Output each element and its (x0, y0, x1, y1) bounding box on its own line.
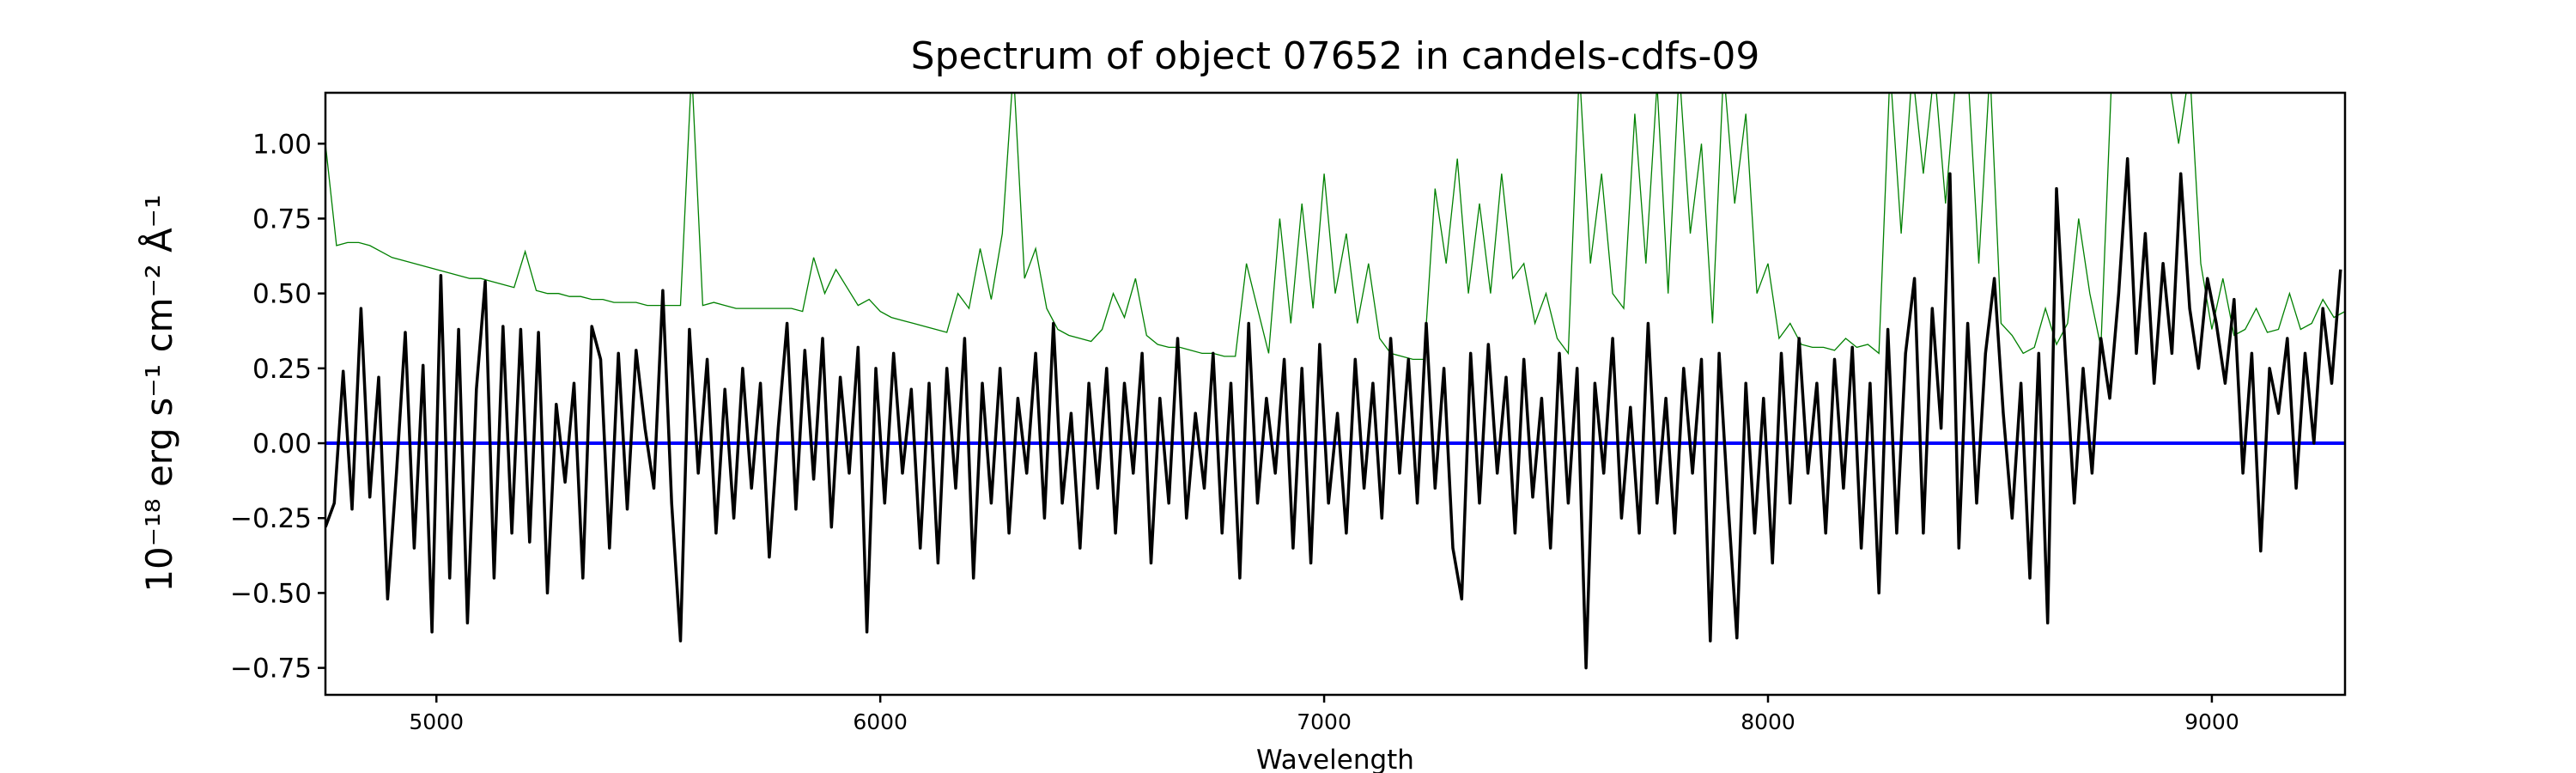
flux-spectrum-line (325, 156, 2342, 670)
x-tick-label: 7000 (1297, 709, 1352, 734)
plot-area (325, 93, 2345, 670)
x-tick-label: 6000 (853, 709, 908, 734)
y-tick-label: −0.25 (230, 503, 312, 534)
chart-title: Spectrum of object 07652 in candels-cdfs… (911, 34, 1760, 78)
axes-frame (324, 91, 2347, 697)
y-tick-label: 1.00 (252, 129, 312, 160)
x-axis: 5000 6000 7000 8000 9000 (409, 695, 2239, 734)
y-tick-label: 0.00 (252, 429, 312, 460)
x-tick-label: 5000 (409, 709, 464, 734)
x-tick-label: 9000 (2184, 709, 2239, 734)
y-axis-label: 10⁻¹⁸ erg s⁻¹ cm⁻² Å⁻¹ (137, 194, 180, 592)
y-tick-label: −0.50 (230, 578, 312, 609)
y-tick-label: −0.75 (230, 654, 312, 685)
y-tick-label: 0.75 (252, 204, 312, 234)
error-spectrum-line (325, 93, 2345, 361)
y-tick-label: 0.50 (252, 279, 312, 310)
y-axis: −0.75 −0.50 −0.25 0.00 0.25 0.50 0.75 1.00 (230, 129, 325, 685)
x-axis-label: Wavelength (1256, 745, 1414, 773)
x-tick-label: 8000 (1741, 709, 1795, 734)
y-tick-label: 0.25 (252, 354, 312, 385)
